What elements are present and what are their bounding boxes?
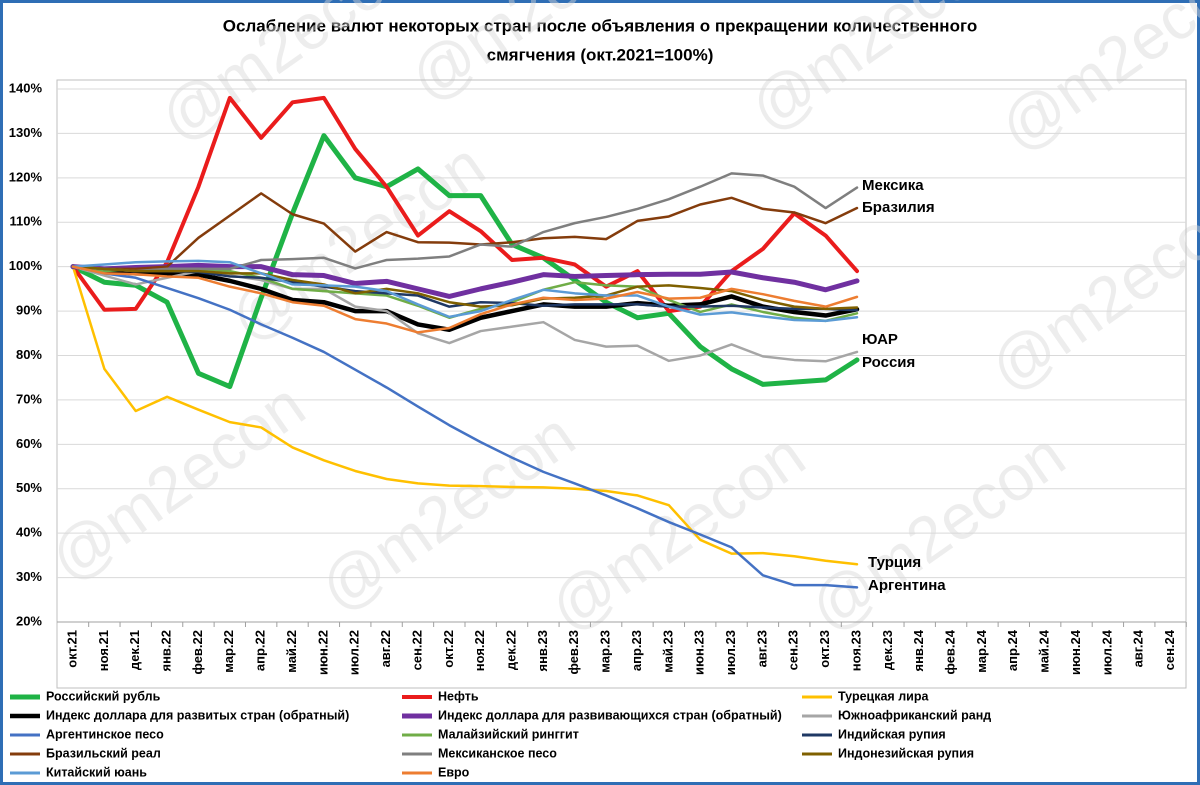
series-line: [70, 264, 860, 332]
legend-label: Евро: [438, 765, 470, 779]
x-tick-label: фев.22: [190, 630, 205, 675]
series-line: [70, 133, 860, 390]
series-line: [71, 172, 859, 273]
y-tick-label: 80%: [16, 347, 42, 362]
legend-label: Аргентинское песо: [46, 727, 164, 741]
y-tick-label: 110%: [9, 214, 42, 229]
x-tick-label: апр.22: [253, 630, 268, 671]
y-tick-label: 140%: [9, 80, 43, 95]
x-tick-label: авг.24: [1131, 629, 1146, 667]
series-line: [71, 265, 859, 566]
x-tick-label: сен.22: [409, 630, 424, 670]
x-tick-label: июн.24: [1068, 629, 1083, 675]
plot-area: [56, 79, 1187, 689]
legend-label: Турецкая лира: [838, 689, 929, 703]
legend-label: Малайзийский ринггит: [438, 727, 579, 741]
series-line: [71, 265, 859, 334]
x-tick-label: мар.24: [974, 629, 989, 672]
x-tick-label: июл.22: [347, 630, 362, 675]
annotation: Аргентина: [868, 577, 946, 594]
y-tick-label: 50%: [16, 480, 42, 495]
series-line: [71, 265, 859, 589]
legend-label: Мексиканское песо: [438, 746, 557, 760]
y-tick-label: 90%: [16, 303, 42, 318]
legend-label: Индийская рупия: [838, 727, 946, 741]
x-tick-label: дек.23: [880, 630, 895, 670]
series-line: [70, 262, 860, 299]
x-tick-label: окт.21: [64, 630, 79, 668]
y-tick-label: 60%: [16, 436, 42, 451]
x-tick-label: янв.22: [159, 630, 174, 672]
legend-label: Российский рубль: [46, 689, 161, 703]
x-tick-label: дек.22: [503, 630, 518, 670]
y-tick-label: 40%: [16, 525, 42, 540]
x-tick-label: июн.22: [315, 630, 330, 675]
y-tick-label: 130%: [9, 125, 43, 140]
x-tick-label: ноя.23: [848, 630, 863, 671]
x-tick-label: сен.24: [1162, 629, 1177, 670]
y-tick-label: 70%: [16, 391, 42, 406]
x-tick-label: сен.23: [786, 630, 801, 670]
legend-label: Китайский юань: [46, 765, 147, 779]
x-tick-label: авг.23: [754, 630, 769, 667]
legend-label: Бразильский реал: [46, 746, 161, 760]
annotation: Мексика: [862, 177, 924, 194]
x-tick-label: май.24: [1037, 629, 1052, 673]
x-tick-label: мар.23: [598, 630, 613, 673]
legend-label: Индекс доллара для развитых стран (обрат…: [46, 708, 349, 722]
x-tick-label: май.22: [284, 630, 299, 673]
x-tick-label: май.23: [660, 630, 675, 673]
x-tick-label: фев.24: [943, 629, 958, 674]
y-tick-label: 30%: [16, 569, 42, 584]
x-tick-label: ноя.22: [472, 630, 487, 671]
annotation: Бразилия: [862, 199, 935, 216]
annotation: Турция: [868, 554, 921, 571]
series-line: [71, 259, 859, 323]
y-tick-label: 20%: [16, 613, 42, 628]
x-tick-label: июл.23: [723, 630, 738, 675]
annotation: Россия: [862, 354, 915, 371]
x-tick-label: апр.24: [1005, 629, 1020, 671]
legend-label: Южноафриканский ранд: [838, 708, 991, 722]
annotation: ЮАР: [862, 331, 898, 348]
chart-title: Ослабление валют некоторых стран после о…: [223, 16, 977, 35]
x-tick-label: авг.22: [378, 630, 393, 667]
x-tick-label: янв.24: [911, 629, 926, 671]
x-tick-label: фев.23: [566, 630, 581, 675]
legend-label: Нефть: [438, 689, 479, 703]
x-tick-label: апр.23: [629, 630, 644, 671]
x-tick-label: окт.23: [817, 630, 832, 668]
x-tick-label: июн.23: [692, 630, 707, 675]
legend-label: Индонезийская рупия: [838, 746, 974, 760]
series-line: [71, 192, 859, 271]
x-tick-label: мар.22: [221, 630, 236, 673]
x-tick-label: ноя.21: [96, 630, 111, 671]
x-tick-label: дек.21: [127, 630, 142, 670]
y-tick-label: 100%: [9, 258, 43, 273]
series-line: [71, 95, 859, 314]
chart-title: смягчения (окт.2021=100%): [487, 45, 714, 64]
x-tick-label: окт.22: [441, 630, 456, 668]
x-tick-label: июл.24: [1099, 629, 1114, 675]
x-tick-label: янв.23: [535, 630, 550, 672]
y-tick-label: 120%: [9, 169, 43, 184]
legend-label: Индекс доллара для развивающихся стран (…: [438, 708, 782, 722]
